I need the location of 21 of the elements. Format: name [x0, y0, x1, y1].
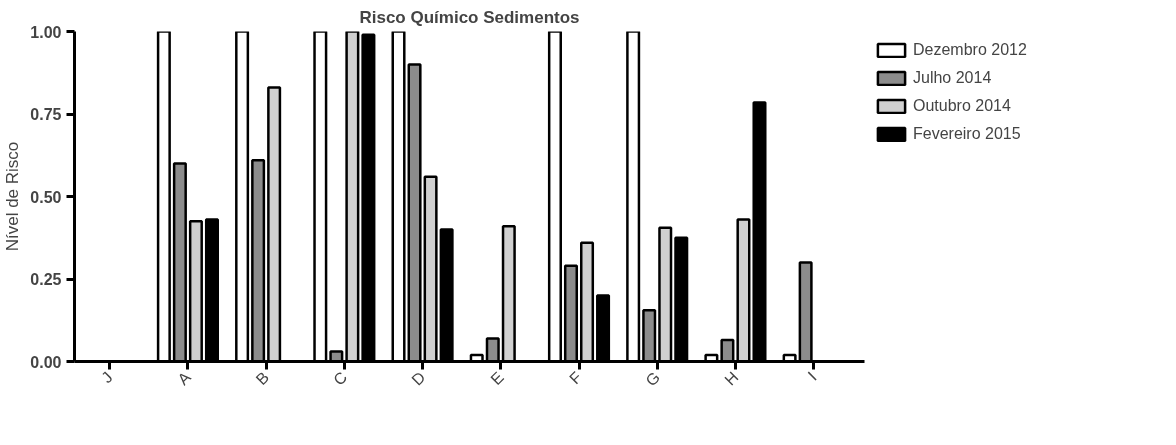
x-tick-label: C: [330, 368, 351, 389]
y-tick-label: 0.50: [30, 188, 62, 206]
x-tick-label: H: [721, 368, 742, 389]
x-tick-label: D: [408, 368, 429, 389]
legend-label: Fevereiro 2015: [913, 125, 1021, 143]
x-tick-label: F: [566, 368, 586, 388]
y-axis-title: Nível de Risco: [3, 141, 23, 252]
y-tick-label: 0.25: [30, 271, 62, 288]
y-tick-label: 1.00: [30, 23, 62, 41]
legend-label: Outubro 2014: [913, 97, 1011, 115]
x-tick-label: A: [174, 368, 195, 389]
y-tick-label: 0.00: [30, 353, 62, 371]
legend-label: Dezembro 2012: [913, 41, 1027, 59]
x-tick-label: I: [804, 368, 820, 384]
y-tick-label: 0.75: [30, 106, 62, 123]
x-tick-label: E: [487, 368, 507, 389]
chart-title: Risco Químico Sedimentos: [359, 7, 580, 27]
x-tick-label: G: [642, 368, 664, 390]
legend-label: Julho 2014: [913, 69, 992, 87]
x-tick-label: B: [252, 368, 273, 389]
x-tick-label: J: [98, 368, 116, 387]
